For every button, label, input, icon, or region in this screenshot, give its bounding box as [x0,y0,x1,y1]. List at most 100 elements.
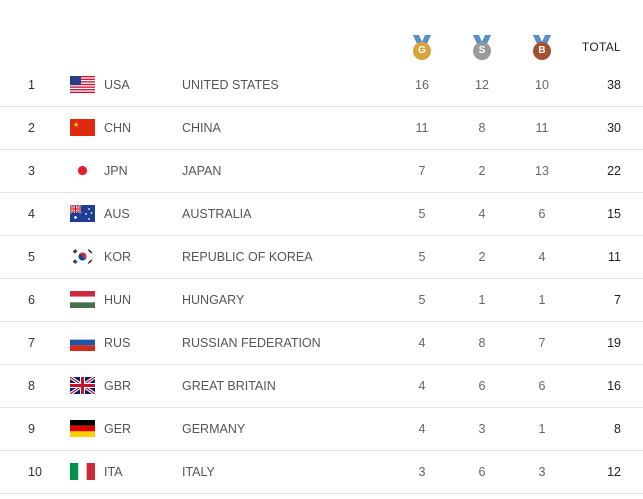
silver-count-cell: 6 [478,465,486,479]
gold-medal-icon: G [412,35,432,60]
bronze-count-cell: 13 [535,164,549,178]
total-count-cell: 7 [614,293,621,307]
table-row: 5 KOR REPUBLIC OF KOREA 5 2 4 11 [0,236,643,279]
gold-count-cell: 4 [418,379,426,393]
bronze-count-cell: 4 [538,250,546,264]
bronze-medal-letter: B [533,42,551,60]
rank-cell: 5 [28,250,35,264]
gold-medal-letter: G [413,42,431,60]
table-row: 4 AUS AUSTRALIA 5 4 6 15 [0,193,643,236]
silver-count-cell: 2 [478,164,486,178]
country-code-cell: GER [104,422,132,436]
total-count-cell: 8 [614,422,621,436]
rank-cell: 8 [28,379,35,393]
japan-flag-icon [70,162,95,179]
country-name-cell: ITALY [182,465,215,479]
silver-medal-letter: S [473,42,491,60]
silver-count-cell: 6 [478,379,486,393]
country-code-cell: RUS [104,336,131,350]
country-code-cell: USA [104,78,130,92]
total-count-cell: 15 [607,207,621,221]
gold-count-cell: 4 [418,422,426,436]
silver-count-cell: 2 [478,250,486,264]
bronze-count-cell: 11 [535,121,549,135]
total-count-cell: 16 [607,379,621,393]
country-code-cell: JPN [104,164,128,178]
country-name-cell: GREAT BRITAIN [182,379,276,393]
usa-flag-icon [70,76,95,93]
rank-cell: 3 [28,164,35,178]
table-row: 10 ITA ITALY 3 6 3 12 [0,451,643,494]
gold-count-cell: 4 [418,336,426,350]
bronze-count-cell: 1 [538,293,546,307]
table-row: 2 ★ CHN CHINA 11 8 11 30 [0,107,643,150]
rank-cell: 10 [28,465,42,479]
total-column-header: TOTAL [581,40,621,54]
rank-cell: 1 [28,78,35,92]
gold-count-cell: 3 [418,465,426,479]
gold-count-cell: 5 [418,207,426,221]
country-code-cell: CHN [104,121,132,135]
gold-count-cell: 5 [418,250,426,264]
korea-flag-icon [70,248,95,265]
silver-count-cell: 8 [478,121,486,135]
table-row: 7 RUS RUSSIAN FEDERATION 4 8 7 19 [0,322,643,365]
rank-cell: 4 [28,207,35,221]
country-name-cell: CHINA [182,121,221,135]
silver-medal-icon: S [472,35,492,60]
total-count-cell: 11 [608,250,621,264]
russia-flag-icon [70,334,95,351]
total-count-cell: 22 [607,164,621,178]
country-code-cell: GBR [104,379,132,393]
china-flag-icon: ★ [70,119,95,136]
table-row: 6 HUN HUNGARY 5 1 1 7 [0,279,643,322]
country-name-cell: RUSSIAN FEDERATION [182,336,321,350]
country-code-cell: KOR [104,250,132,264]
country-name-cell: GERMANY [182,422,246,436]
country-name-cell: UNITED STATES [182,78,279,92]
country-name-cell: REPUBLIC OF KOREA [182,250,313,264]
country-name-cell: HUNGARY [182,293,245,307]
australia-flag-icon [70,205,95,222]
bronze-count-cell: 6 [538,207,546,221]
medal-table-header: G S B TOTAL [0,0,643,65]
silver-count-cell: 8 [478,336,486,350]
table-row: 3 JPN JAPAN 7 2 13 22 [0,150,643,193]
hungary-flag-icon [70,291,95,308]
table-row: 9 GER GERMANY 4 3 1 8 [0,408,643,451]
gold-count-cell: 7 [418,164,426,178]
silver-count-cell: 12 [475,78,489,92]
total-count-cell: 12 [607,465,621,479]
bronze-count-cell: 7 [538,336,546,350]
svg-text:★: ★ [73,121,79,129]
silver-count-cell: 4 [478,207,486,221]
country-name-cell: JAPAN [182,164,222,178]
medal-rows: 1 USA UNITED STATES 16 12 10 38 2 ★ CHN CHINA 11 8 11… [0,64,643,494]
gold-count-cell: 16 [415,78,429,92]
rank-cell: 7 [28,336,35,350]
country-code-cell: AUS [104,207,130,221]
gold-count-cell: 5 [418,293,426,307]
rank-cell: 2 [28,121,35,135]
total-count-cell: 30 [607,121,621,135]
table-row: 8 GBR GREAT BRITAIN 4 6 6 16 [0,365,643,408]
rank-cell: 6 [28,293,35,307]
gold-count-cell: 11 [415,121,429,135]
bronze-count-cell: 6 [538,379,546,393]
country-name-cell: AUSTRALIA [182,207,252,221]
rank-cell: 9 [28,422,35,436]
silver-count-cell: 3 [478,422,486,436]
table-row: 1 USA UNITED STATES 16 12 10 38 [0,64,643,107]
great-britain-flag-icon [70,377,95,394]
country-code-cell: ITA [104,465,123,479]
total-count-cell: 19 [607,336,621,350]
silver-count-cell: 1 [478,293,486,307]
country-code-cell: HUN [104,293,132,307]
bronze-count-cell: 3 [538,465,546,479]
bronze-count-cell: 10 [535,78,549,92]
bronze-medal-icon: B [532,35,552,60]
germany-flag-icon [70,420,95,437]
bronze-count-cell: 1 [538,422,546,436]
total-count-cell: 38 [607,78,621,92]
